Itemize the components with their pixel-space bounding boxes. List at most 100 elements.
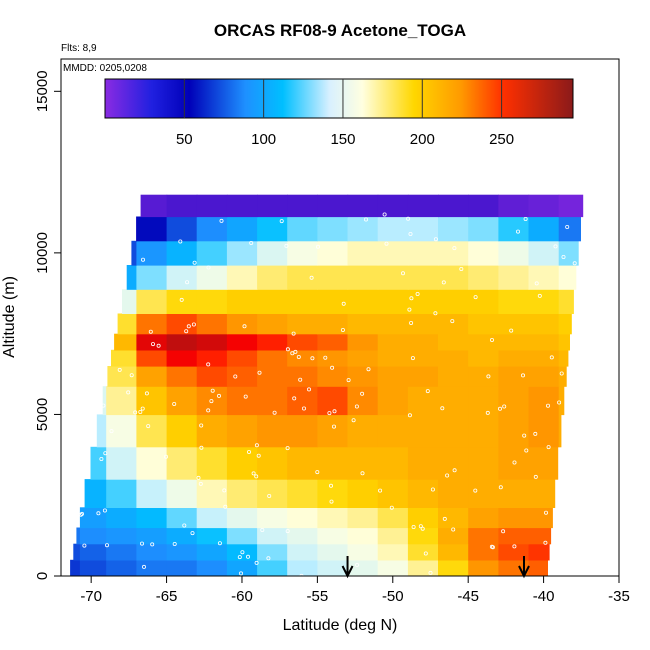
curtain-cell: [196, 507, 228, 529]
curtain-cell: [126, 265, 137, 290]
curtain-cell: [226, 265, 258, 290]
curtain-cell: [407, 446, 439, 480]
curtain-cell: [468, 414, 499, 448]
curtain-cell: [317, 527, 349, 545]
observation-point: [315, 244, 320, 249]
observation-point: [206, 362, 211, 367]
curtain-cell: [498, 366, 530, 387]
colorbar-ticks: 50 100 150 200 250: [176, 79, 514, 148]
plot-frame: [60, 58, 620, 577]
curtain-cell: [407, 240, 439, 266]
curtain-cell: [347, 265, 379, 290]
observation-point: [222, 488, 227, 493]
curtain-cell: [407, 333, 439, 351]
curtain-cell: [317, 333, 349, 351]
curtain-cell: [498, 265, 530, 290]
curtain-cell: [377, 349, 409, 367]
curtain-cell: [407, 386, 439, 416]
observation-point: [249, 240, 254, 245]
observation-point: [389, 505, 394, 510]
curtain-cell: [196, 240, 228, 266]
observation-point: [473, 295, 478, 300]
curtain-cell: [528, 479, 556, 508]
observation-point: [163, 454, 168, 459]
observation-point: [354, 404, 359, 409]
observation-point: [82, 543, 87, 548]
curtain-cell: [407, 366, 439, 387]
y-tick-label: 15000: [34, 70, 51, 112]
curtain-cell: [166, 507, 198, 529]
curtain-cell: [438, 414, 469, 448]
curtain-cell: [257, 349, 288, 367]
curtain-cell: [528, 446, 559, 480]
curtain-cell: [287, 313, 318, 335]
y-tick-label: 5000: [34, 398, 51, 431]
curtain-cell: [558, 414, 562, 448]
curtain-cell: [317, 414, 349, 448]
curtain-cell: [114, 333, 137, 351]
curtain-cell: [166, 194, 198, 218]
curtain-cell: [317, 366, 349, 387]
curtain-cell: [438, 289, 469, 314]
observation-point: [450, 319, 455, 324]
curtain-cell: [287, 527, 318, 545]
observation-point: [418, 524, 423, 529]
curtain-cell: [257, 559, 288, 576]
curtain-cell: [468, 194, 499, 218]
curtain-cell: [317, 313, 349, 335]
curtain-cell: [196, 194, 228, 218]
observation-point: [559, 371, 564, 376]
curtain-cell: [136, 349, 168, 367]
curtain-cell: [166, 527, 198, 545]
curtain-cell: [136, 414, 168, 448]
observation-point: [99, 456, 104, 461]
curtain-cell: [528, 414, 560, 448]
curtain-cell: [136, 386, 168, 416]
curtain-cell: [257, 216, 288, 242]
colorbar-tick-label: 50: [176, 131, 193, 148]
curtain-cell: [558, 194, 584, 218]
observation-point: [512, 544, 517, 549]
observation-point: [473, 488, 478, 493]
curtain-cell: [377, 386, 409, 416]
flights-annotation: Flts: 8,9: [61, 43, 97, 54]
observation-point: [292, 396, 297, 401]
curtain-cell: [287, 559, 318, 576]
observation-point: [524, 448, 529, 453]
curtain-cell: [347, 414, 379, 448]
curtain-cell: [136, 366, 168, 387]
curtain-cell: [347, 386, 379, 416]
curtain-cell: [136, 265, 168, 290]
observation-point: [459, 266, 464, 271]
curtain-cell: [407, 194, 439, 218]
curtain-cell: [317, 446, 349, 480]
curtain-cell: [468, 349, 499, 367]
curtain-cell: [347, 543, 379, 561]
curtain-cell: [106, 527, 137, 545]
curtain-cell: [347, 216, 379, 242]
curtain-cell: [136, 333, 168, 351]
curtain-cell: [226, 289, 258, 314]
curtain-cell: [498, 527, 530, 545]
curtain-cell: [257, 240, 288, 266]
observation-point: [139, 541, 144, 546]
observation-point: [256, 453, 261, 458]
curtain-cell: [136, 479, 168, 508]
x-tick-label: -40: [533, 588, 555, 605]
curtain-cell: [166, 333, 198, 351]
curtain-cell: [79, 507, 107, 529]
curtain-cell: [468, 333, 499, 351]
x-tick-label: -45: [457, 588, 479, 605]
curtain-cell: [196, 289, 228, 314]
curtain-cell: [166, 265, 198, 290]
curtain-cell: [468, 559, 499, 576]
curtain-cell: [498, 543, 530, 561]
observation-point: [156, 343, 161, 348]
curtain-cell: [528, 349, 560, 367]
observation-point: [384, 241, 389, 246]
curtain-cell: [257, 333, 288, 351]
curtain-cell: [438, 216, 469, 242]
curtain-cell: [196, 366, 228, 387]
curtain-cell: [468, 313, 499, 335]
